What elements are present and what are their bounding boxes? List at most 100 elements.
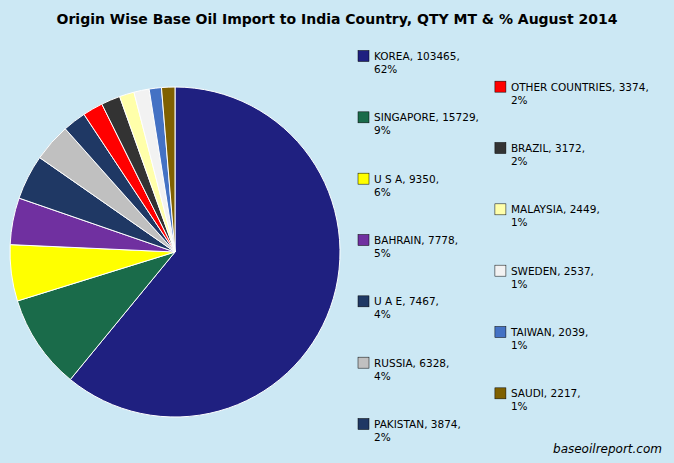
slice-label: PAKISTAN, 3874,2% — [358, 418, 461, 443]
percent-label: 2% — [511, 94, 528, 106]
label-swatch — [358, 235, 369, 246]
category-label: U A E — [374, 295, 402, 307]
category-label: RUSSIA — [374, 357, 413, 369]
pie-slice — [10, 245, 175, 301]
separator: , — [548, 142, 555, 154]
label-line: U S A, 9350, — [374, 173, 439, 185]
label-line: SINGAPORE, 15729, — [374, 111, 479, 123]
percent-label: 1% — [511, 216, 528, 228]
category-label: TAIWAN — [510, 326, 552, 338]
separator: , — [456, 50, 459, 62]
slice-label: BRAZIL, 3172,2% — [495, 142, 585, 167]
slice-label: SWEDEN, 2537,1% — [495, 265, 594, 290]
value-label: 2537 — [564, 265, 591, 277]
label-swatch — [358, 419, 369, 430]
category-label: SWEDEN — [511, 265, 557, 277]
percent-label: 1% — [511, 400, 528, 412]
separator: , — [424, 418, 431, 430]
category-label: SAUDI — [511, 387, 544, 399]
labels: KOREA, 103465,62%SINGAPORE, 15729,9%U S … — [358, 50, 649, 443]
separator: , — [557, 265, 564, 277]
chart: Origin Wise Base Oil Import to India Cou… — [0, 0, 674, 463]
label-line: BAHRAIN, 7778, — [374, 234, 458, 246]
separator: , — [436, 173, 439, 185]
value-label: 6328 — [419, 357, 446, 369]
pie-slice — [149, 88, 175, 252]
slice-label: MALAYSIA, 2449,1% — [495, 203, 600, 228]
label-line: BRAZIL, 3172, — [511, 142, 585, 154]
percent-label: 5% — [374, 247, 391, 259]
separator: , — [421, 234, 428, 246]
label-line: MALAYSIA, 2449, — [511, 203, 600, 215]
label-line: PAKISTAN, 3874, — [374, 418, 461, 430]
label-swatch — [495, 143, 506, 154]
separator: , — [596, 203, 599, 215]
slice-label: RUSSIA, 6328,4% — [358, 357, 449, 382]
category-label: OTHER COUNTRIES — [511, 81, 612, 93]
percent-label: 6% — [374, 186, 391, 198]
label-line: TAIWAN, 2039, — [510, 326, 589, 338]
slice-label: BAHRAIN, 7778,5% — [358, 234, 458, 259]
label-line: U A E, 7467, — [374, 295, 439, 307]
value-label: 3374 — [619, 81, 646, 93]
percent-label: 2% — [374, 431, 391, 443]
separator: , — [612, 81, 619, 93]
percent-label: 1% — [511, 278, 528, 290]
separator: , — [413, 357, 420, 369]
separator: , — [476, 111, 479, 123]
category-label: U S A — [374, 173, 403, 185]
separator: , — [585, 326, 588, 338]
category-label: BAHRAIN — [374, 234, 421, 246]
separator: , — [591, 265, 594, 277]
pie-slice — [161, 87, 175, 252]
label-line: SWEDEN, 2537, — [511, 265, 594, 277]
percent-label: 9% — [374, 124, 391, 136]
label-swatch — [495, 265, 506, 276]
value-label: 3874 — [431, 418, 458, 430]
separator: , — [563, 203, 570, 215]
separator: , — [436, 295, 439, 307]
separator: , — [446, 357, 449, 369]
percent-label: 4% — [374, 308, 391, 320]
separator: , — [402, 173, 409, 185]
label-line: OTHER COUNTRIES, 3374, — [511, 81, 649, 93]
value-label: 3172 — [555, 142, 582, 154]
label-swatch — [358, 357, 369, 368]
percent-label: 62% — [374, 63, 397, 75]
category-label: PAKISTAN — [374, 418, 424, 430]
value-label: 7467 — [409, 295, 436, 307]
slice-label: TAIWAN, 2039,1% — [495, 326, 589, 351]
label-line: RUSSIA, 6328, — [374, 357, 449, 369]
category-label: MALAYSIA — [511, 203, 564, 215]
value-label: 103465 — [416, 50, 456, 62]
value-label: 2217 — [551, 387, 578, 399]
slice-label: U S A, 9350,6% — [358, 173, 439, 198]
label-swatch — [358, 296, 369, 307]
value-label: 9350 — [409, 173, 436, 185]
value-label: 2449 — [570, 203, 597, 215]
separator: , — [435, 111, 442, 123]
slice-label: U A E, 7467,4% — [358, 295, 439, 320]
separator: , — [544, 387, 551, 399]
separator: , — [582, 142, 585, 154]
slice-label: KOREA, 103465, 62% — [358, 50, 460, 75]
annotation: baseoilreport.com — [553, 442, 662, 456]
pie — [10, 87, 340, 417]
separator: , — [577, 387, 580, 399]
percent-label: 1% — [511, 339, 528, 351]
value-label: 2039 — [558, 326, 585, 338]
label-swatch — [358, 173, 369, 184]
slice-label: SINGAPORE, 15729,9% — [358, 111, 479, 136]
label-swatch — [495, 81, 506, 92]
category-label: KOREA — [374, 50, 411, 62]
label-swatch — [358, 51, 369, 62]
category-label: SINGAPORE — [374, 111, 435, 123]
slice-label: OTHER COUNTRIES, 3374,2% — [495, 81, 649, 106]
percent-label: 2% — [511, 155, 528, 167]
separator: , — [552, 326, 559, 338]
value-label: 15729 — [442, 111, 475, 123]
separator: , — [645, 81, 648, 93]
label-swatch — [495, 204, 506, 215]
separator: , — [410, 50, 417, 62]
label-swatch — [495, 388, 506, 399]
